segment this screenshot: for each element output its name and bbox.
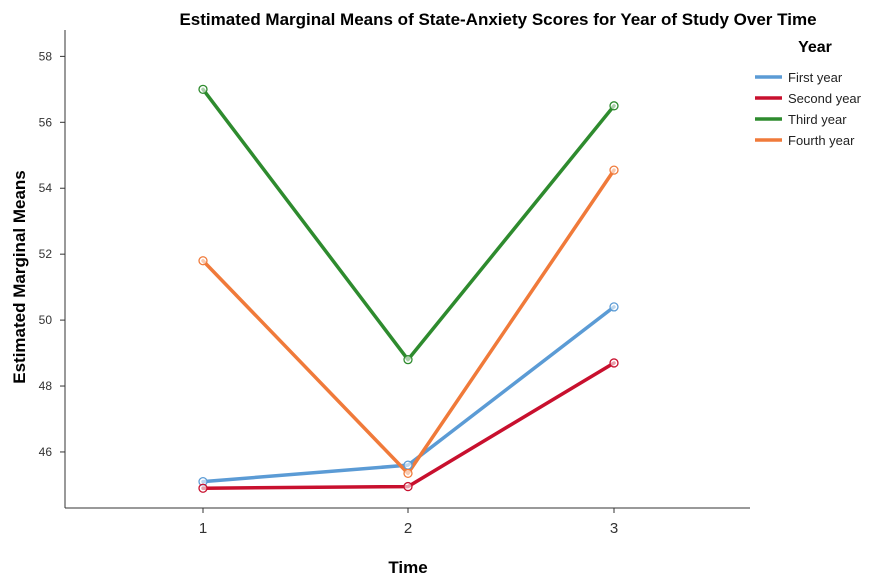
- data-point: [403, 468, 413, 479]
- data-point: [198, 483, 208, 493]
- series-line-3: [201, 87, 616, 362]
- legend-label: Third year: [788, 112, 847, 127]
- legend-title: Year: [798, 39, 832, 56]
- data-point: [609, 302, 619, 312]
- x-tick-label: 2: [404, 520, 412, 537]
- y-tick-label: 52: [39, 247, 53, 261]
- y-tick-label: 48: [39, 379, 53, 393]
- chart-title: Estimated Marginal Means of State-Anxiet…: [179, 10, 816, 29]
- y-tick-label: 58: [39, 49, 53, 63]
- y-tick-label: 50: [39, 313, 53, 327]
- legend-label: First year: [788, 70, 843, 85]
- data-point: [609, 358, 619, 368]
- series-line-1: [201, 305, 616, 484]
- y-tick-label: 56: [39, 115, 53, 129]
- x-tick-label: 3: [610, 520, 618, 537]
- y-axis-title: Estimated Marginal Means: [10, 170, 29, 384]
- data-point: [403, 355, 413, 365]
- x-axis-title: Time: [388, 558, 427, 577]
- y-tick-label: 54: [39, 181, 53, 195]
- data-point: [609, 165, 619, 175]
- data-point: [198, 256, 208, 266]
- data-point: [403, 481, 413, 492]
- data-point: [403, 460, 413, 470]
- legend-label: Fourth year: [788, 133, 855, 148]
- series-line-4: [201, 168, 616, 476]
- axes: [64, 30, 750, 509]
- x-tick-label: 1: [199, 520, 207, 537]
- data-point: [198, 84, 208, 94]
- series-group: [198, 84, 619, 493]
- x-ticks: 1 2 3: [199, 508, 618, 537]
- legend: Year First year Second year Third year Four…: [755, 39, 862, 148]
- legend-label: Second year: [788, 91, 862, 106]
- y-ticks: 46 48 50 52 54 56 58: [39, 49, 65, 459]
- y-tick-label: 46: [39, 445, 53, 459]
- data-point: [609, 101, 619, 111]
